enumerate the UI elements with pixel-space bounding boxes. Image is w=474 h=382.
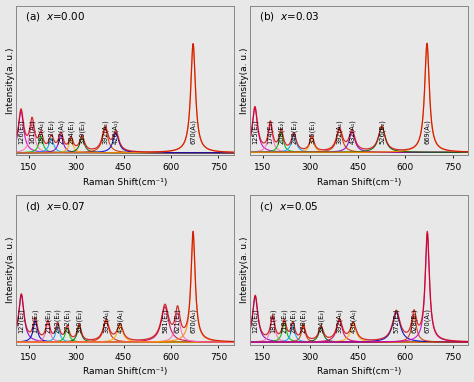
Text: 222(E₂): 222(E₂) <box>48 119 55 144</box>
Text: 305(E₁): 305(E₁) <box>309 119 315 144</box>
Text: 426(A₁): 426(A₁) <box>113 119 119 144</box>
Text: 278(E₁): 278(E₁) <box>300 309 307 333</box>
Text: 211(E₂): 211(E₂) <box>45 309 51 333</box>
Text: 161(A₁): 161(A₁) <box>29 119 36 144</box>
Text: 310(E₂): 310(E₂) <box>76 309 82 333</box>
Text: 670(A₁): 670(A₁) <box>424 308 430 333</box>
Text: 242(E₂): 242(E₂) <box>55 309 61 333</box>
Y-axis label: Intensity(a. u.): Intensity(a. u.) <box>6 236 15 303</box>
Text: 392(A₁): 392(A₁) <box>336 309 343 333</box>
Text: 581(E₂): 581(E₂) <box>162 309 168 333</box>
Text: 245(E₁): 245(E₁) <box>290 309 296 333</box>
Text: 127(E₂): 127(E₂) <box>18 309 25 333</box>
Text: 248(E₂): 248(E₂) <box>291 119 297 144</box>
Text: 436(A₁): 436(A₁) <box>350 309 356 333</box>
X-axis label: Raman Shift(cm⁻¹): Raman Shift(cm⁻¹) <box>83 178 167 187</box>
Text: 670(A₁): 670(A₁) <box>190 119 196 144</box>
Text: 392(A₁): 392(A₁) <box>336 119 343 144</box>
Text: 572(E₂): 572(E₂) <box>393 309 400 333</box>
Text: 126(E₂): 126(E₂) <box>18 119 24 144</box>
Text: 126(E₂): 126(E₂) <box>252 309 258 333</box>
Text: 252(A₁): 252(A₁) <box>58 119 64 144</box>
Text: 181(E₂): 181(E₂) <box>269 309 276 333</box>
Text: (b)  $\it{x}$=0.03: (b) $\it{x}$=0.03 <box>259 10 319 23</box>
Text: 670(A₁): 670(A₁) <box>190 309 196 333</box>
Text: 189(A₁): 189(A₁) <box>38 119 44 144</box>
Text: 284(E₁): 284(E₁) <box>68 120 74 144</box>
Text: 208(E₂): 208(E₂) <box>278 119 284 144</box>
Text: 621(E₂): 621(E₂) <box>174 309 181 333</box>
Text: 439(A₁): 439(A₁) <box>117 309 123 333</box>
Y-axis label: Intensity(a. u.): Intensity(a. u.) <box>240 47 249 113</box>
Text: 125(E₂): 125(E₂) <box>252 119 258 144</box>
Text: (d)  $\it{x}$=0.07: (d) $\it{x}$=0.07 <box>25 200 85 213</box>
Text: 395(A₁): 395(A₁) <box>103 309 109 333</box>
Text: 174(E₂): 174(E₂) <box>267 119 273 144</box>
Text: 526(E₂): 526(E₂) <box>379 119 385 144</box>
Text: 171(E₂): 171(E₂) <box>32 309 38 333</box>
Text: 334(E₂): 334(E₂) <box>318 309 324 333</box>
Text: 432(A₁): 432(A₁) <box>349 119 356 144</box>
X-axis label: Raman Shift(cm⁻¹): Raman Shift(cm⁻¹) <box>317 367 401 376</box>
X-axis label: Raman Shift(cm⁻¹): Raman Shift(cm⁻¹) <box>317 178 401 187</box>
Text: (c)  $\it{x}$=0.05: (c) $\it{x}$=0.05 <box>259 200 319 213</box>
Text: 319(E₂): 319(E₂) <box>79 120 85 144</box>
Y-axis label: Intensity(a. u.): Intensity(a. u.) <box>6 47 15 113</box>
X-axis label: Raman Shift(cm⁻¹): Raman Shift(cm⁻¹) <box>83 367 167 376</box>
Text: 272(E₁): 272(E₁) <box>64 309 71 333</box>
Text: 628(E₁): 628(E₁) <box>411 309 417 333</box>
Text: 218(E₂): 218(E₂) <box>281 309 288 333</box>
Text: 669(A₁): 669(A₁) <box>424 119 430 144</box>
Text: 392(A₁): 392(A₁) <box>102 119 109 144</box>
Y-axis label: Intensity(a. u.): Intensity(a. u.) <box>240 236 249 303</box>
Text: (a)  $\it{x}$=0.00: (a) $\it{x}$=0.00 <box>25 10 85 23</box>
